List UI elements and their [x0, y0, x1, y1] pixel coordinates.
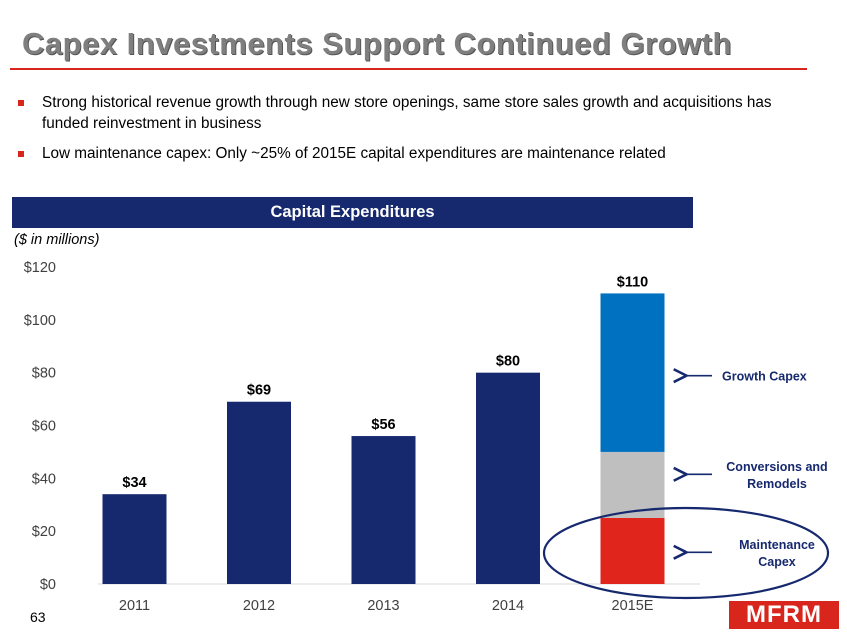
y-tick-label: $80: [32, 366, 56, 382]
units-label: ($ in millions): [14, 232, 100, 248]
page-number: 63: [30, 609, 46, 625]
mfrm-logo: MFRM: [729, 601, 839, 629]
annotation-label: Growth Capex: [722, 370, 807, 384]
x-tick-label: 2012: [243, 598, 275, 614]
x-tick-label: 2014: [492, 598, 524, 614]
slide-title: Capex Investments Support Continued Grow…: [22, 26, 732, 61]
title-divider: [10, 68, 807, 70]
annotation-label: Conversions and: [726, 460, 827, 474]
annotation-label: Remodels: [747, 477, 807, 491]
x-tick-label: 2011: [119, 598, 150, 614]
chart-title-banner: Capital Expenditures: [12, 197, 693, 228]
stack-segment-maintenance-capex: [600, 517, 665, 584]
bullet-item: Low maintenance capex: Only ~25% of 2015…: [18, 143, 818, 164]
y-tick-label: $40: [32, 471, 56, 487]
maintenance-highlight-ellipse: [542, 506, 830, 600]
y-tick-label: $20: [32, 524, 56, 540]
y-tick-label: $60: [32, 419, 56, 435]
y-tick-label: $0: [40, 577, 56, 593]
bullet-text: Strong historical revenue growth through…: [42, 94, 772, 132]
data-label: $69: [247, 383, 271, 399]
bullet-list: Strong historical revenue growth through…: [18, 92, 818, 173]
data-label: $80: [496, 354, 520, 370]
bar: [227, 401, 291, 584]
data-label: $34: [122, 475, 146, 491]
bullet-marker-icon: [18, 100, 24, 106]
data-label: $110: [617, 274, 648, 290]
annotation-label: Capex: [758, 555, 796, 569]
bar: [351, 436, 416, 584]
stack-segment-growth-capex: [600, 293, 665, 452]
data-label: $56: [371, 417, 395, 433]
bar: [102, 494, 167, 584]
bullet-text: Low maintenance capex: Only ~25% of 2015…: [42, 145, 666, 162]
y-tick-label: $100: [24, 313, 56, 329]
bullet-item: Strong historical revenue growth through…: [18, 92, 818, 134]
bullet-marker-icon: [18, 151, 24, 157]
bar: [476, 372, 540, 584]
annotation-label: Maintenance: [739, 538, 815, 552]
y-tick-label: $120: [24, 260, 56, 276]
x-tick-label: 2015E: [612, 598, 654, 614]
stack-segment-conversions-and-remodels: [600, 451, 665, 518]
x-tick-label: 2013: [367, 598, 399, 614]
